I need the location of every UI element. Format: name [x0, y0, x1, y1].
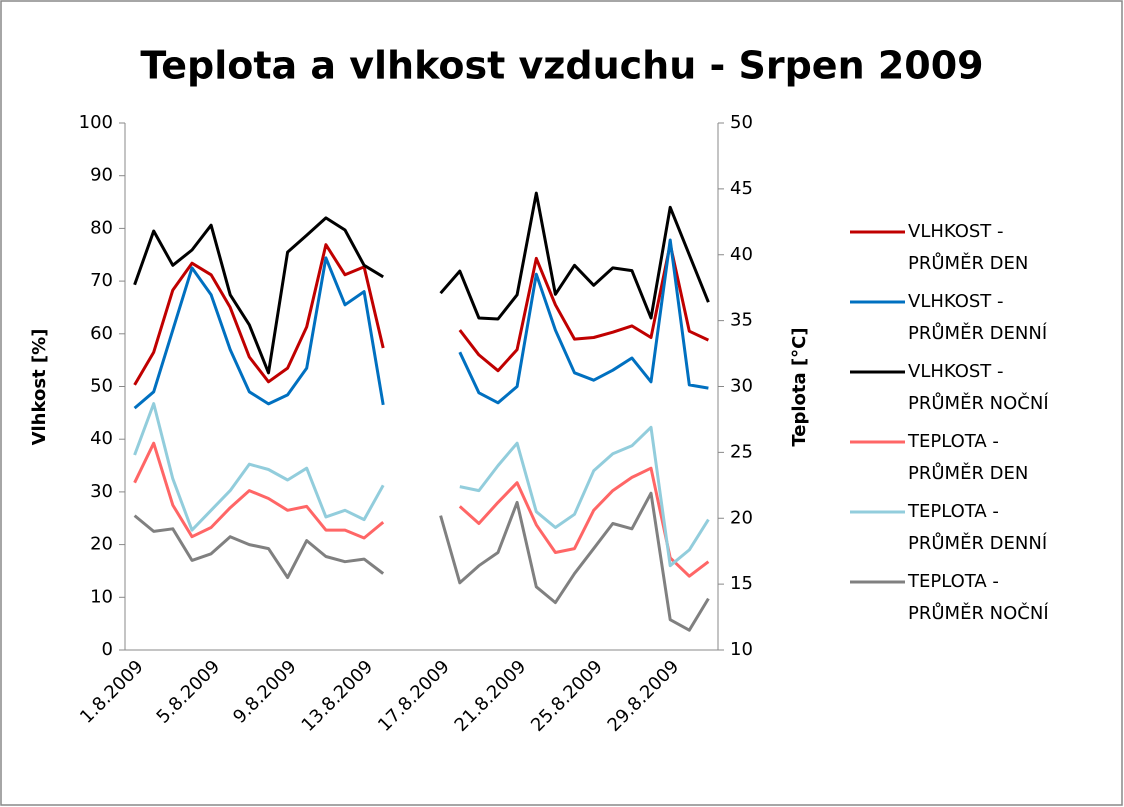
y2-tick-label: 45 — [730, 178, 753, 199]
series-line — [133, 191, 710, 375]
y-tick-label: 100 — [79, 112, 113, 133]
y2-tick-label: 30 — [730, 376, 753, 397]
y2-tick-label: 50 — [730, 112, 753, 133]
y-axis-label: Vlhkost [%] — [29, 329, 50, 446]
legend-label: VLHKOST - PRŮMĚR DENNÍ — [908, 291, 1048, 344]
y2-tick-label: 35 — [730, 310, 753, 331]
series-line — [133, 402, 710, 568]
y-tick-label: 80 — [90, 217, 113, 238]
y2-tick-label: 10 — [730, 639, 753, 660]
y-tick-label: 0 — [102, 639, 113, 660]
y-tick-label: 50 — [90, 376, 113, 397]
y2-tick-label: 25 — [730, 441, 753, 462]
series-line — [133, 491, 710, 632]
legend-label: TEPLOTA - PRŮMĚR NOČNÍ — [908, 571, 1049, 624]
y-tick-label: 30 — [90, 481, 113, 502]
y2-tick-label: 40 — [730, 244, 753, 265]
chart-title: Teplota a vlhkost vzduchu - Srpen 2009 — [140, 44, 983, 88]
legend-label: VLHKOST - PRŮMĚR DEN — [908, 221, 1029, 274]
series-line — [133, 238, 709, 410]
legend-label: TEPLOTA - PRŮMĚR DEN — [908, 431, 1029, 484]
y-tick-label: 90 — [90, 165, 113, 186]
y-tick-label: 60 — [90, 323, 113, 344]
y-tick-label: 40 — [90, 428, 113, 449]
y-tick-label: 20 — [90, 534, 113, 555]
legend-label: VLHKOST - PRŮMĚR NOČNÍ — [908, 361, 1049, 414]
y2-tick-label: 20 — [730, 507, 753, 528]
y-tick-label: 10 — [90, 586, 113, 607]
y2-tick-label: 15 — [730, 573, 753, 594]
legend-label: TEPLOTA - PRŮMĚR DENNÍ — [908, 501, 1048, 554]
y-tick-label: 70 — [90, 270, 113, 291]
y2-axis-label: Teplota [°C] — [789, 327, 810, 446]
